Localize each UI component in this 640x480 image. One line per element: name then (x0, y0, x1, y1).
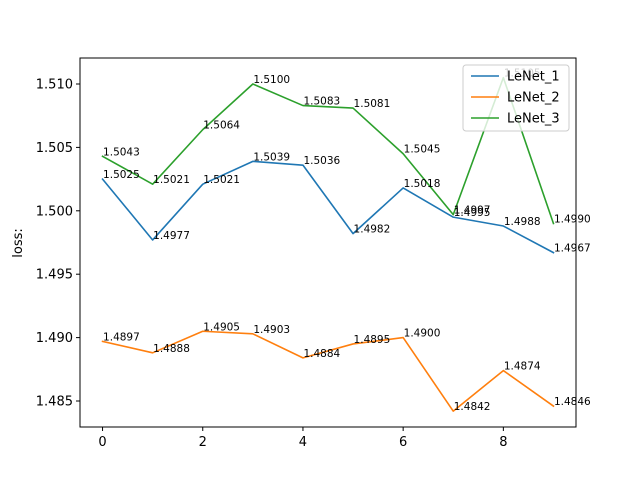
y-tick-label: 1.490 (36, 331, 73, 346)
y-tick-label: 1.500 (36, 204, 73, 219)
data-label: 1.4895 (354, 334, 391, 346)
data-label: 1.5036 (303, 155, 340, 167)
data-label: 1.4990 (554, 213, 591, 225)
x-tick-label: 2 (199, 435, 207, 450)
y-tick-label: 1.485 (36, 395, 73, 410)
x-tick-label: 4 (299, 435, 307, 450)
data-label: 1.4903 (253, 324, 290, 336)
y-tick-label: 1.510 (36, 77, 73, 92)
plot-lines (101, 76, 555, 412)
x-tick-label: 8 (499, 435, 507, 450)
data-label: 1.5018 (404, 178, 441, 190)
data-label: 1.4982 (354, 224, 391, 236)
series-line-lenet-3 (101, 76, 555, 225)
data-label: 1.5021 (203, 174, 240, 186)
data-label: 1.5043 (103, 146, 140, 158)
x-tick-label: 6 (399, 435, 407, 450)
data-label: 1.5021 (153, 174, 190, 186)
series-line-lenet-1 (101, 160, 555, 254)
legend-entry-label: LeNet_3 (507, 112, 560, 127)
data-label: 1.4988 (504, 216, 541, 228)
plot-frame (79, 57, 577, 428)
axes: 0 2 4 6 8 1.485 1.490 1.495 1.500 1.505 1.510 (36, 57, 577, 450)
legend: LeNet_1 LeNet_2 LeNet_3 (462, 64, 570, 132)
data-label: 1.5100 (253, 74, 290, 86)
data-label: 1.4997 (454, 205, 491, 217)
y-tick-label: 1.495 (36, 268, 73, 283)
data-label: 1.4846 (554, 396, 591, 408)
data-label: 1.5045 (404, 144, 441, 156)
data-label: 1.4874 (504, 361, 541, 373)
legend-entry-label: LeNet_1 (507, 70, 560, 85)
legend-entry-label: LeNet_2 (507, 91, 560, 106)
y-axis-label: loss: (11, 228, 26, 258)
data-label: 1.4884 (303, 348, 340, 360)
data-label: 1.5064 (203, 120, 240, 132)
data-label: 1.4977 (153, 230, 190, 242)
data-label: 1.4888 (153, 343, 190, 355)
data-label: 1.4995 (454, 207, 491, 219)
x-tick-label: 0 (98, 435, 106, 450)
y-tick-label: 1.505 (36, 141, 73, 156)
legend-box (462, 64, 570, 132)
data-label: 1.5025 (103, 169, 140, 181)
data-label: 1.5083 (303, 96, 340, 108)
data-label: 1.4905 (203, 321, 240, 333)
data-label: 1.4900 (404, 328, 441, 340)
data-label: 1.5039 (253, 151, 290, 163)
data-label: 1.4842 (454, 401, 491, 413)
data-label: 1.4897 (103, 331, 140, 343)
series-line-lenet-2 (101, 330, 555, 412)
data-labels: 1.5025 1.4977 1.5021 1.5039 1.5036 1.4982 1.50… (103, 68, 591, 413)
data-label: 1.5081 (354, 98, 391, 110)
data-label: 1.4967 (554, 243, 591, 255)
